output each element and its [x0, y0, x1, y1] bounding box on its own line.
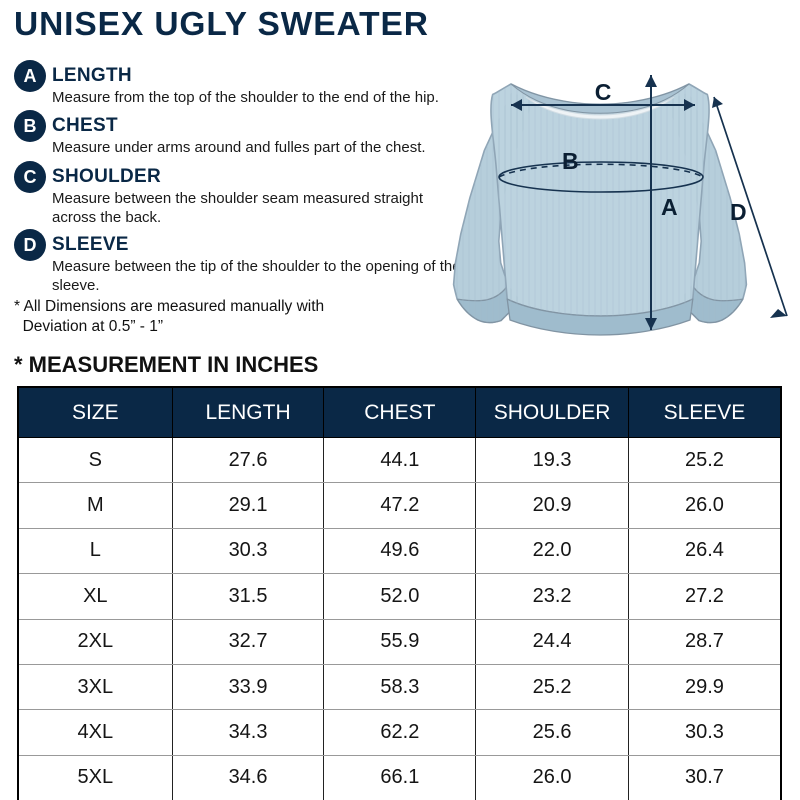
svg-text:C: C: [595, 79, 612, 105]
svg-text:A: A: [661, 194, 678, 220]
svg-text:D: D: [730, 199, 747, 225]
svg-text:B: B: [562, 148, 579, 174]
